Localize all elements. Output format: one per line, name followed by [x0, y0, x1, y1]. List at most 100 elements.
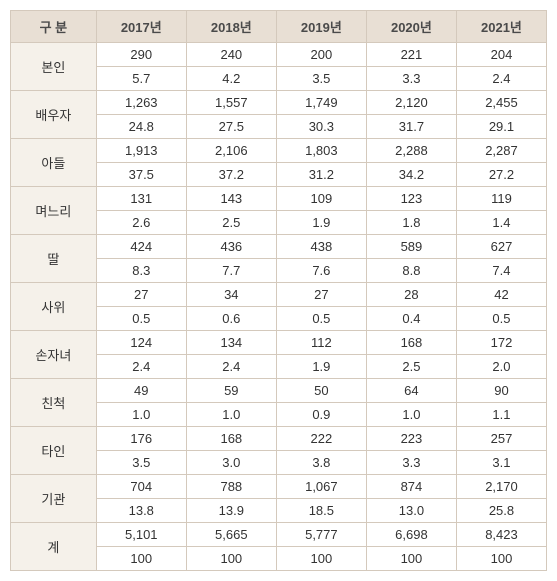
cell-pct: 24.8	[96, 115, 186, 139]
cell-pct: 2.5	[366, 355, 456, 379]
row-label: 계	[11, 523, 97, 571]
cell-pct: 100	[276, 547, 366, 571]
cell-pct: 3.8	[276, 451, 366, 475]
cell-pct: 5.7	[96, 67, 186, 91]
cell-pct: 3.5	[96, 451, 186, 475]
cell-pct: 2.5	[186, 211, 276, 235]
data-table: 구 분 2017년 2018년 2019년 2020년 2021년 본인2902…	[10, 10, 547, 571]
cell-pct: 8.3	[96, 259, 186, 283]
cell-count: 34	[186, 283, 276, 307]
cell-pct: 37.5	[96, 163, 186, 187]
cell-pct: 100	[96, 547, 186, 571]
table-row: 기관7047881,0678742,170	[11, 475, 547, 499]
row-label: 본인	[11, 43, 97, 91]
cell-pct: 100	[366, 547, 456, 571]
cell-count: 59	[186, 379, 276, 403]
cell-pct: 100	[456, 547, 546, 571]
cell-count: 5,777	[276, 523, 366, 547]
cell-count: 2,170	[456, 475, 546, 499]
cell-pct: 1.1	[456, 403, 546, 427]
cell-pct: 1.0	[96, 403, 186, 427]
cell-pct: 0.5	[96, 307, 186, 331]
cell-pct: 30.3	[276, 115, 366, 139]
header-year: 2019년	[276, 11, 366, 43]
cell-count: 1,803	[276, 139, 366, 163]
cell-count: 28	[366, 283, 456, 307]
cell-pct: 13.0	[366, 499, 456, 523]
cell-pct: 31.2	[276, 163, 366, 187]
cell-count: 119	[456, 187, 546, 211]
table-row: 배우자1,2631,5571,7492,1202,455	[11, 91, 547, 115]
cell-count: 2,288	[366, 139, 456, 163]
row-label: 손자녀	[11, 331, 97, 379]
cell-count: 131	[96, 187, 186, 211]
cell-pct: 2.6	[96, 211, 186, 235]
table-row: 사위2734272842	[11, 283, 547, 307]
row-label: 사위	[11, 283, 97, 331]
cell-count: 874	[366, 475, 456, 499]
cell-pct: 27.2	[456, 163, 546, 187]
cell-pct: 4.2	[186, 67, 276, 91]
cell-pct: 1.9	[276, 211, 366, 235]
table-row: 아들1,9132,1061,8032,2882,287	[11, 139, 547, 163]
cell-count: 1,913	[96, 139, 186, 163]
cell-count: 50	[276, 379, 366, 403]
table-row: 친척4959506490	[11, 379, 547, 403]
cell-pct: 7.4	[456, 259, 546, 283]
cell-count: 1,263	[96, 91, 186, 115]
cell-count: 109	[276, 187, 366, 211]
row-label: 아들	[11, 139, 97, 187]
cell-count: 223	[366, 427, 456, 451]
cell-count: 627	[456, 235, 546, 259]
cell-pct: 7.7	[186, 259, 276, 283]
cell-count: 124	[96, 331, 186, 355]
cell-pct: 31.7	[366, 115, 456, 139]
cell-count: 168	[366, 331, 456, 355]
cell-count: 8,423	[456, 523, 546, 547]
cell-count: 2,455	[456, 91, 546, 115]
cell-pct: 2.4	[96, 355, 186, 379]
row-label: 딸	[11, 235, 97, 283]
cell-pct: 3.5	[276, 67, 366, 91]
cell-count: 290	[96, 43, 186, 67]
cell-pct: 8.8	[366, 259, 456, 283]
cell-pct: 3.3	[366, 451, 456, 475]
cell-count: 2,287	[456, 139, 546, 163]
header-year: 2020년	[366, 11, 456, 43]
cell-count: 112	[276, 331, 366, 355]
cell-count: 1,557	[186, 91, 276, 115]
cell-pct: 2.0	[456, 355, 546, 379]
cell-count: 424	[96, 235, 186, 259]
cell-count: 123	[366, 187, 456, 211]
cell-pct: 0.4	[366, 307, 456, 331]
table-header-row: 구 분 2017년 2018년 2019년 2020년 2021년	[11, 11, 547, 43]
cell-pct: 2.4	[186, 355, 276, 379]
cell-count: 257	[456, 427, 546, 451]
header-category: 구 분	[11, 11, 97, 43]
cell-count: 49	[96, 379, 186, 403]
cell-count: 172	[456, 331, 546, 355]
header-year: 2017년	[96, 11, 186, 43]
cell-count: 42	[456, 283, 546, 307]
cell-pct: 3.3	[366, 67, 456, 91]
header-year: 2018년	[186, 11, 276, 43]
cell-pct: 0.9	[276, 403, 366, 427]
cell-pct: 1.4	[456, 211, 546, 235]
row-label: 타인	[11, 427, 97, 475]
cell-pct: 2.4	[456, 67, 546, 91]
cell-count: 5,101	[96, 523, 186, 547]
cell-count: 27	[96, 283, 186, 307]
cell-pct: 1.8	[366, 211, 456, 235]
cell-pct: 25.8	[456, 499, 546, 523]
cell-pct: 34.2	[366, 163, 456, 187]
cell-pct: 0.5	[456, 307, 546, 331]
cell-count: 788	[186, 475, 276, 499]
cell-count: 589	[366, 235, 456, 259]
cell-pct: 100	[186, 547, 276, 571]
cell-count: 2,120	[366, 91, 456, 115]
cell-count: 436	[186, 235, 276, 259]
table-row: 타인176168222223257	[11, 427, 547, 451]
row-label: 배우자	[11, 91, 97, 139]
row-label: 기관	[11, 475, 97, 523]
cell-count: 704	[96, 475, 186, 499]
